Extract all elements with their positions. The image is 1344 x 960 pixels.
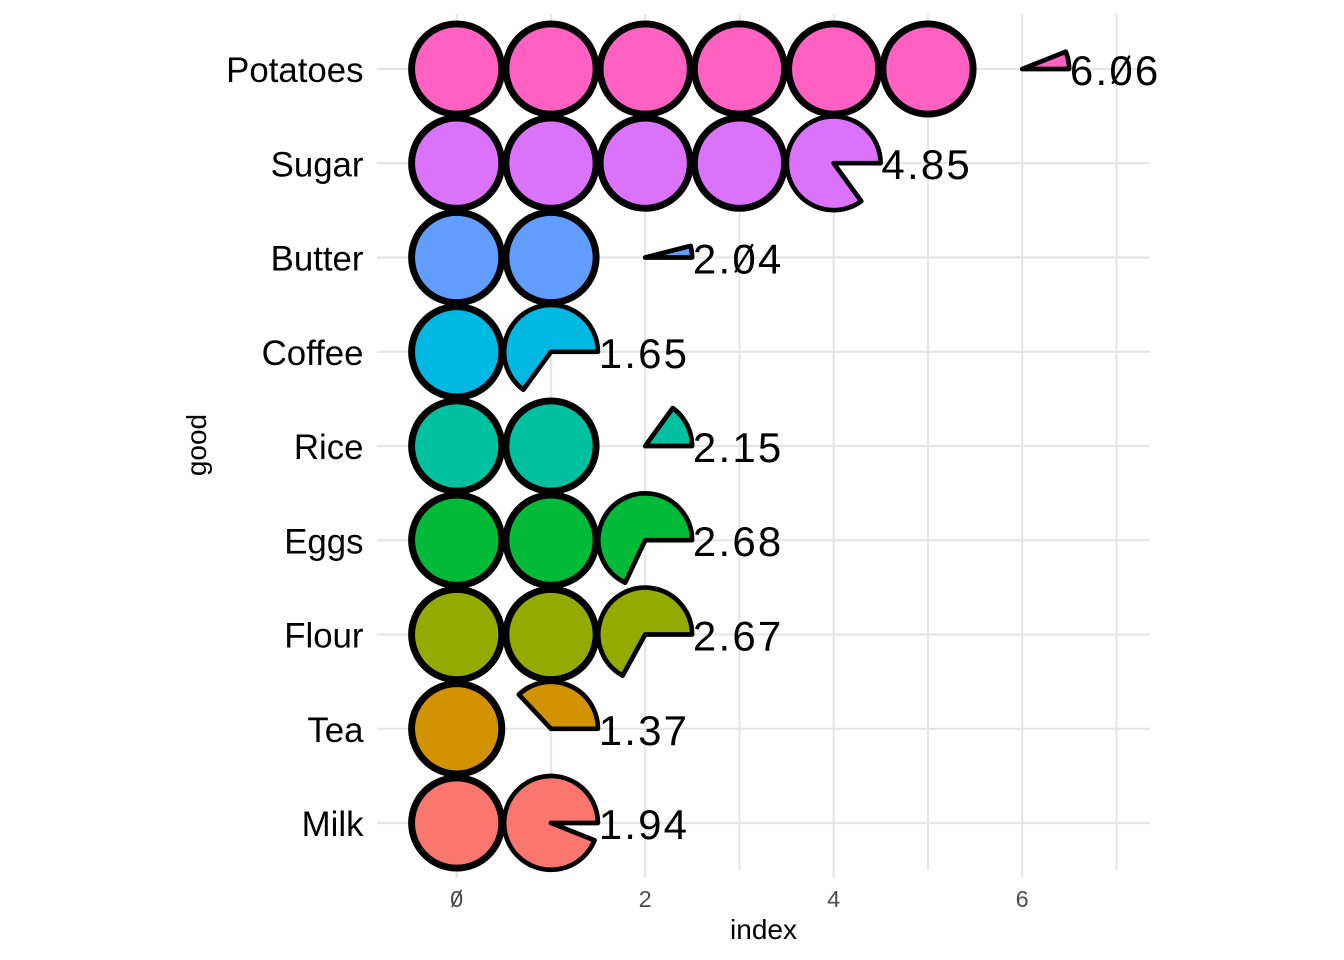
- svg-text:Milk: Milk: [302, 805, 364, 844]
- svg-text:Butter: Butter: [271, 240, 364, 279]
- svg-text:4.85: 4.85: [881, 141, 972, 188]
- svg-text:1.65: 1.65: [599, 330, 690, 377]
- svg-text:4: 4: [827, 886, 840, 912]
- svg-text:good: good: [181, 414, 212, 476]
- svg-text:2.68: 2.68: [693, 518, 784, 565]
- svg-text:2.04: 2.04: [693, 236, 784, 283]
- svg-text:Eggs: Eggs: [284, 523, 363, 562]
- svg-text:Flour: Flour: [284, 617, 364, 656]
- svg-text:6.06: 6.06: [1070, 47, 1161, 94]
- svg-text:2: 2: [639, 886, 652, 912]
- svg-text:Coffee: Coffee: [262, 334, 364, 373]
- svg-text:2.15: 2.15: [693, 424, 784, 471]
- svg-text:Potatoes: Potatoes: [226, 51, 363, 90]
- svg-text:Tea: Tea: [307, 711, 364, 750]
- svg-text:Sugar: Sugar: [271, 145, 364, 184]
- svg-text:1.94: 1.94: [599, 801, 690, 848]
- svg-text:1.37: 1.37: [599, 707, 690, 754]
- svg-text:Rice: Rice: [294, 428, 364, 467]
- svg-text:6: 6: [1016, 886, 1029, 912]
- svg-text:index: index: [730, 914, 797, 945]
- svg-text:2.67: 2.67: [693, 613, 784, 660]
